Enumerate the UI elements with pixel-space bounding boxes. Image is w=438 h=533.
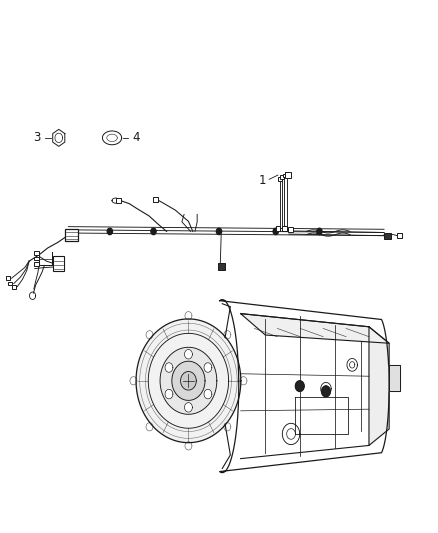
Polygon shape xyxy=(165,363,173,373)
Polygon shape xyxy=(369,327,389,446)
FancyBboxPatch shape xyxy=(397,233,402,238)
Text: 1: 1 xyxy=(259,174,266,187)
FancyBboxPatch shape xyxy=(285,172,291,177)
Circle shape xyxy=(151,228,156,235)
FancyBboxPatch shape xyxy=(285,172,289,176)
FancyBboxPatch shape xyxy=(8,281,12,285)
Polygon shape xyxy=(172,361,205,400)
FancyBboxPatch shape xyxy=(276,226,280,231)
FancyBboxPatch shape xyxy=(280,175,284,179)
Polygon shape xyxy=(204,363,212,373)
FancyBboxPatch shape xyxy=(288,228,293,232)
FancyBboxPatch shape xyxy=(385,233,391,239)
FancyBboxPatch shape xyxy=(218,263,225,270)
Circle shape xyxy=(321,386,330,397)
Circle shape xyxy=(295,381,304,391)
Circle shape xyxy=(107,228,113,235)
Polygon shape xyxy=(165,389,173,399)
Text: 3: 3 xyxy=(33,131,41,144)
Polygon shape xyxy=(136,319,241,443)
Polygon shape xyxy=(240,313,389,343)
FancyBboxPatch shape xyxy=(34,257,39,261)
FancyBboxPatch shape xyxy=(278,177,282,181)
Polygon shape xyxy=(389,365,400,391)
FancyBboxPatch shape xyxy=(282,226,287,231)
FancyBboxPatch shape xyxy=(153,197,158,201)
FancyBboxPatch shape xyxy=(116,198,121,203)
Circle shape xyxy=(216,228,222,235)
FancyBboxPatch shape xyxy=(34,262,39,266)
Polygon shape xyxy=(160,348,217,414)
FancyBboxPatch shape xyxy=(34,252,39,255)
Circle shape xyxy=(317,228,322,235)
Circle shape xyxy=(273,228,279,235)
Polygon shape xyxy=(180,372,196,390)
FancyBboxPatch shape xyxy=(65,229,78,241)
Polygon shape xyxy=(204,389,212,399)
FancyBboxPatch shape xyxy=(6,276,11,280)
Polygon shape xyxy=(184,350,192,359)
FancyBboxPatch shape xyxy=(53,256,64,271)
Polygon shape xyxy=(184,402,192,412)
Text: 4: 4 xyxy=(132,131,140,144)
FancyBboxPatch shape xyxy=(283,174,286,177)
FancyBboxPatch shape xyxy=(12,285,16,288)
